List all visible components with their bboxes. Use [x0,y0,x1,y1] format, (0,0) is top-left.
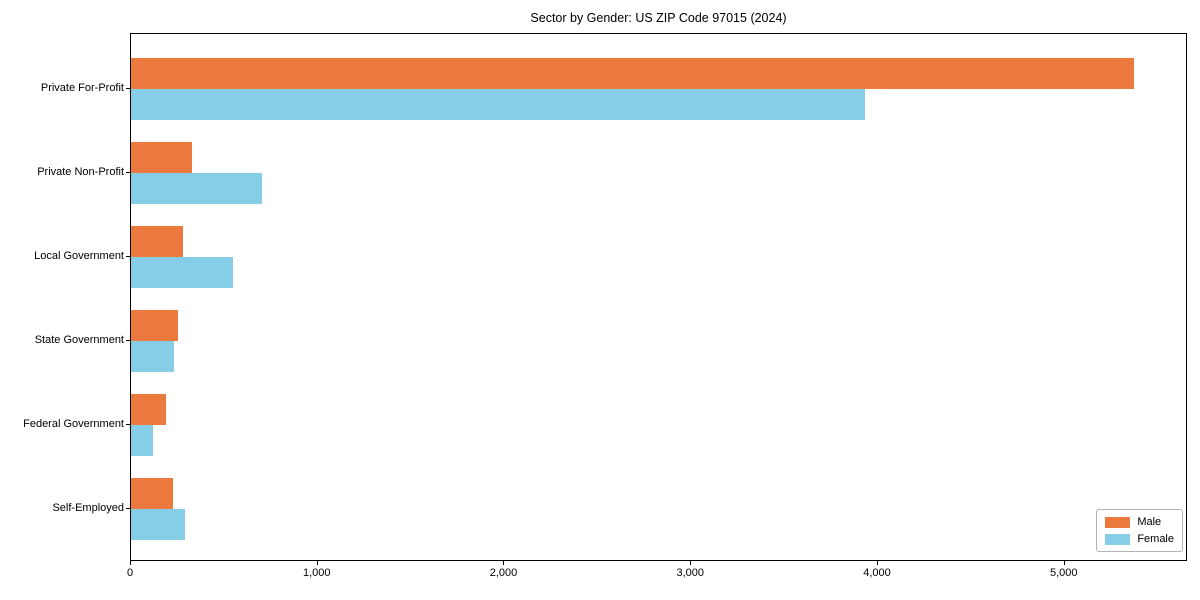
legend-swatch-male [1105,516,1131,528]
legend: Male Female [1096,509,1183,552]
x-axis-label-3: 3,000 [676,567,704,579]
y-tick-2 [126,256,130,257]
x-axis-label-5: 5,000 [1049,567,1078,579]
x-axis-label-0: 0 [126,567,134,579]
x-axis-label-1: 1,000 [302,567,331,579]
y-axis-label-2: Local Government [34,250,124,262]
x-tick-4 [876,561,878,565]
bar-female-4 [131,425,154,456]
bar-female-3 [131,341,174,372]
y-axis-label-3: State Government [34,334,124,346]
bar-male-5 [131,478,173,509]
y-axis-label-5: Self-Employed [52,502,124,514]
legend-label-female: Female [1137,533,1174,545]
x-tick-3 [690,561,692,565]
x-tick-0 [130,561,131,565]
y-axis-labels: Private For-Profit Private Non-Profit Loca… [0,33,124,561]
legend-swatch-female [1105,533,1131,545]
bar-male-4 [131,394,167,425]
chart-title: Sector by Gender: US ZIP Code 97015 (202… [530,11,787,25]
x-tick-1 [316,561,318,565]
legend-item-female: Female [1105,533,1174,545]
y-tick-5 [126,508,130,509]
bar-female-1 [131,173,263,204]
x-axis-labels: 0 1,000 2,000 3,000 4,000 5,000 [126,561,1187,591]
legend-label-male: Male [1137,516,1162,528]
x-axis-label-2: 2,000 [489,567,518,579]
y-tick-3 [126,340,130,341]
y-tick-4 [126,424,130,425]
bar-male-2 [131,226,184,257]
y-axis-label-0: Private For-Profit [40,82,124,94]
bar-male-3 [131,310,178,341]
x-axis-label-4: 4,000 [863,567,891,579]
bar-male-1 [131,142,192,173]
bar-male-0 [131,58,1134,89]
y-tick-0 [126,88,130,89]
y-axis-label-4: Federal Government [23,418,124,430]
y-axis-label-1: Private Non-Profit [37,166,124,178]
bar-female-5 [131,509,186,540]
y-tick-1 [126,172,130,173]
bar-female-0 [131,89,866,120]
x-tick-5 [1063,561,1065,565]
legend-item-male: Male [1105,516,1174,528]
x-tick-2 [503,561,505,565]
bar-female-2 [131,257,233,288]
plot-area [130,33,1187,561]
